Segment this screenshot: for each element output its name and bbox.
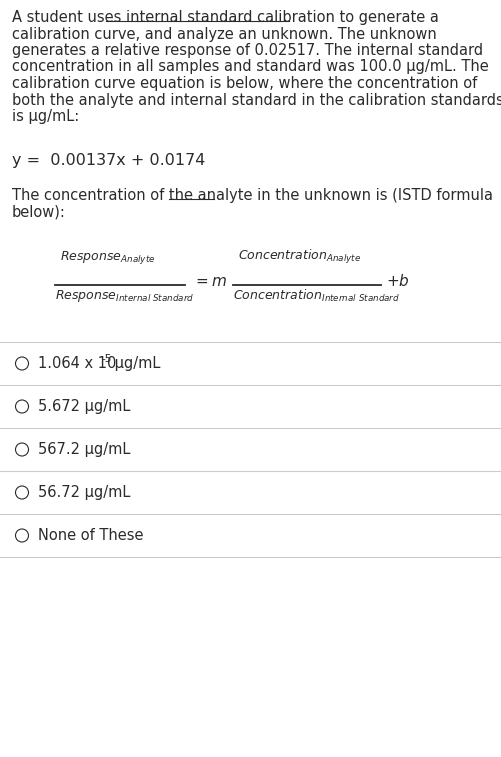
Text: 56.72 μg/mL: 56.72 μg/mL [38,485,130,500]
Text: A student uses internal standard calibration to generate a: A student uses internal standard calibra… [12,10,439,25]
Text: is μg/mL:: is μg/mL: [12,109,79,124]
Text: below):: below): [12,204,66,220]
Text: both the analyte and internal standard in the calibration standards: both the analyte and internal standard i… [12,92,501,107]
Text: $\mathit{Concentration}_{\mathit{Analyte}}$: $\mathit{Concentration}_{\mathit{Analyte… [238,248,361,266]
Text: $\mathit{Response}_{\mathit{Internal\ Standard}}$: $\mathit{Response}_{\mathit{Internal\ St… [55,288,194,304]
Text: 567.2 μg/mL: 567.2 μg/mL [38,442,130,457]
Text: 1.064 x 10: 1.064 x 10 [38,356,116,371]
Text: generates a relative response of 0.02517. The internal standard: generates a relative response of 0.02517… [12,43,483,58]
Text: 5.672 μg/mL: 5.672 μg/mL [38,399,130,414]
Text: $+ b$: $+ b$ [386,273,410,289]
Text: The concentration of the analyte in the unknown is (ISTD formula: The concentration of the analyte in the … [12,188,493,203]
Text: concentration in all samples and standard was 100.0 μg/mL. The: concentration in all samples and standar… [12,60,489,74]
Text: y =  0.00137x + 0.0174: y = 0.00137x + 0.0174 [12,154,205,169]
Text: None of These: None of These [38,528,143,543]
Text: μg/mL: μg/mL [110,356,160,371]
Text: -5: -5 [101,354,111,363]
Text: $\mathit{Concentration}_{\mathit{Internal\ Standard}}$: $\mathit{Concentration}_{\mathit{Interna… [233,288,400,304]
Text: calibration curve equation is below, where the concentration of: calibration curve equation is below, whe… [12,76,477,91]
Text: $= m$: $= m$ [193,274,227,289]
Text: $\mathit{Response}_{\mathit{Analyte}}$: $\mathit{Response}_{\mathit{Analyte}}$ [60,250,155,266]
Text: calibration curve, and analyze an unknown. The unknown: calibration curve, and analyze an unknow… [12,26,437,42]
